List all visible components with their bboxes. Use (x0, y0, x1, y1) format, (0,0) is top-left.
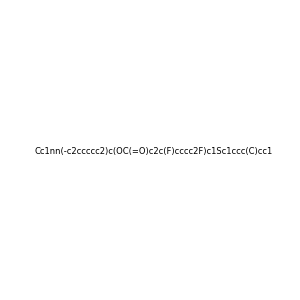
Text: Cc1nn(-c2ccccc2)c(OC(=O)c2c(F)cccc2F)c1Sc1ccc(C)cc1: Cc1nn(-c2ccccc2)c(OC(=O)c2c(F)cccc2F)c1S… (34, 147, 273, 156)
